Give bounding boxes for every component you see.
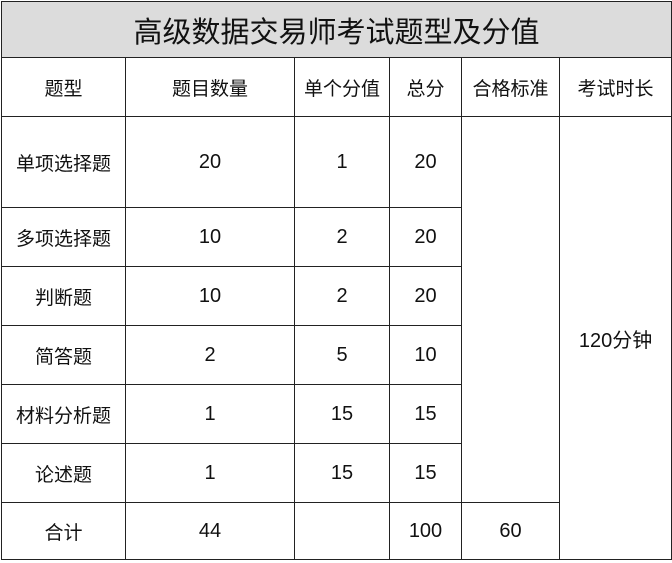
table-row: 材料分析题 1 15 15 xyxy=(1,384,672,444)
header-row: 题型 题目数量 单个分值 总分 合格标准 考试时长 xyxy=(1,57,672,117)
type-cell: 材料分析题 xyxy=(1,384,126,444)
total-cell: 15 xyxy=(389,384,462,444)
count-cell: 20 xyxy=(125,116,295,208)
header-cell: 合格标准 xyxy=(461,57,560,117)
total-cell: 15 xyxy=(389,443,462,503)
each-cell: 2 xyxy=(294,266,390,326)
table-row: 多项选择题 10 2 20 xyxy=(1,207,672,267)
type-cell: 论述题 xyxy=(1,443,126,503)
summary-total: 100 xyxy=(389,502,462,560)
each-cell: 5 xyxy=(294,325,390,385)
total-cell: 20 xyxy=(389,116,462,208)
type-cell: 多项选择题 xyxy=(1,207,126,267)
count-cell: 1 xyxy=(125,384,295,444)
count-cell: 1 xyxy=(125,443,295,503)
total-cell: 20 xyxy=(389,266,462,326)
summary-pass: 60 xyxy=(461,502,560,560)
each-cell: 15 xyxy=(294,443,390,503)
each-cell: 15 xyxy=(294,384,390,444)
count-cell: 2 xyxy=(125,325,295,385)
total-cell: 20 xyxy=(389,207,462,267)
each-cell: 2 xyxy=(294,207,390,267)
header-cell: 考试时长 xyxy=(558,57,672,117)
table-row: 单项选择题 20 1 20 120分钟 xyxy=(1,116,672,560)
pass-cell-merged xyxy=(461,116,560,503)
count-cell: 10 xyxy=(125,266,295,326)
count-cell: 10 xyxy=(125,207,295,267)
summary-label: 合计 xyxy=(1,502,126,560)
duration-cell: 120分钟 xyxy=(558,116,672,560)
total-cell: 10 xyxy=(389,325,462,385)
each-cell: 1 xyxy=(294,116,390,208)
summary-count: 44 xyxy=(125,502,295,560)
table-row: 判断题 10 2 20 xyxy=(1,266,672,326)
table-row: 简答题 2 5 10 xyxy=(1,325,672,385)
header-cell: 题型 xyxy=(1,57,126,117)
type-cell: 简答题 xyxy=(1,325,126,385)
header-cell: 题目数量 xyxy=(125,57,295,117)
table-title: 高级数据交易师考试题型及分值 xyxy=(0,1,672,58)
header-cell: 总分 xyxy=(389,57,462,117)
summary-each xyxy=(294,502,390,560)
table-row: 论述题 1 15 15 xyxy=(1,443,672,503)
header-cell: 单个分值 xyxy=(294,57,390,117)
type-cell: 单项选择题 xyxy=(1,116,126,208)
type-cell: 判断题 xyxy=(1,266,126,326)
summary-row: 合计 44 100 60 xyxy=(1,502,672,560)
